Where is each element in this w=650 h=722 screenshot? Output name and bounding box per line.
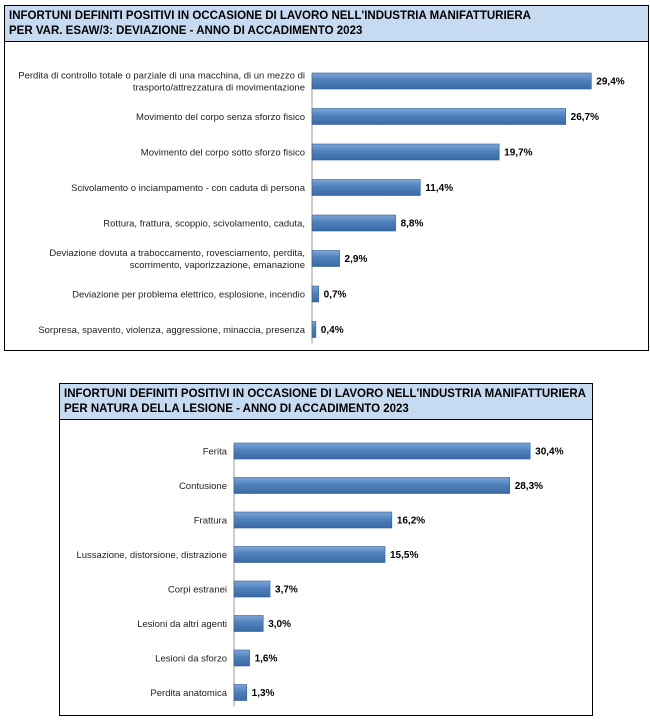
chart-header: INFORTUNI DEFINITI POSITIVI IN OCCASIONE… — [60, 384, 592, 420]
category-label: Lesioni da altri agenti — [137, 619, 227, 630]
bar — [233, 615, 264, 632]
data-label: 3,0% — [268, 619, 291, 630]
data-label: 19,7% — [504, 148, 532, 159]
data-label: 8,8% — [401, 219, 424, 230]
category-label: Ferita — [203, 447, 228, 458]
data-label: 28,3% — [515, 481, 543, 492]
category-label: Frattura — [194, 516, 228, 527]
data-label: 0,4% — [321, 325, 344, 336]
chart-panel-deviazione: INFORTUNI DEFINITI POSITIVI IN OCCASIONE… — [4, 5, 649, 351]
category-label: Sorpresa, spavento, violenza, aggression… — [38, 325, 305, 336]
data-label: 1,3% — [252, 688, 275, 699]
bar — [311, 143, 500, 161]
bar — [233, 511, 393, 529]
data-label: 15,5% — [390, 550, 418, 561]
data-label: 0,7% — [324, 290, 347, 301]
category-label: Movimento del corpo senza sforzo fisico — [136, 112, 305, 123]
bar — [233, 684, 247, 701]
bar — [311, 179, 421, 196]
category-label: Scivolamento o inciampamento - con cadut… — [71, 183, 306, 194]
bar — [233, 546, 386, 563]
category-label: Deviazione per problema elettrico, esplo… — [72, 290, 305, 301]
data-label: 2,9% — [345, 254, 368, 265]
data-label: 16,2% — [397, 516, 425, 527]
data-label: 11,4% — [425, 183, 453, 194]
category-label: Perdita anatomica — [150, 688, 227, 699]
bar — [233, 477, 510, 494]
category-label: trasporto/attrezzatura di movimentazione — [133, 83, 305, 94]
chart-subtitle: PER NATURA DELLA LESIONE - ANNO DI ACCAD… — [64, 403, 409, 415]
category-label: Lussazione, distorsione, distrazione — [76, 550, 227, 561]
chart-title: INFORTUNI DEFINITI POSITIVI IN OCCASIONE… — [9, 10, 531, 22]
bar — [311, 214, 396, 232]
category-label: Movimento del corpo sotto sforzo fisico — [141, 148, 305, 159]
data-label: 3,7% — [275, 585, 298, 596]
category-label: scorrimento, vaporizzazione, emanazione — [130, 260, 305, 271]
data-label: 26,7% — [571, 112, 599, 123]
bar-chart-deviazione: 29,4% Perdita di controllo totale o parzi… — [18, 71, 625, 344]
category-label: Contusione — [179, 481, 227, 492]
chart-title: INFORTUNI DEFINITI POSITIVI IN OCCASIONE… — [64, 388, 586, 400]
data-label: 30,4% — [535, 447, 563, 458]
category-label: Lesioni da sforzo — [155, 654, 227, 665]
bar — [233, 649, 250, 667]
data-label: 29,4% — [596, 77, 624, 88]
data-label: 1,6% — [255, 654, 278, 665]
bar — [311, 285, 319, 303]
chart-panel-natura-lesione: INFORTUNI DEFINITI POSITIVI IN OCCASIONE… — [59, 383, 593, 716]
category-label: Perdita di controllo totale o parziale d… — [18, 71, 305, 82]
bar — [233, 580, 271, 598]
bar — [311, 108, 566, 125]
bar — [311, 72, 592, 90]
category-label: Corpi estranei — [168, 585, 227, 596]
category-label: Rottura, frattura, scoppio, scivolamento… — [103, 219, 305, 230]
category-label: Deviazione dovuta a traboccamento, roves… — [49, 248, 305, 259]
bar — [311, 250, 340, 267]
bar — [233, 442, 531, 460]
bar-chart-natura-lesione: 30,4% Ferita 28,3% Contusione 16,2% Frattura 1… — [76, 442, 564, 707]
chart-subtitle: PER VAR. ESAW/3: DEVIAZIONE - ANNO DI AC… — [9, 25, 363, 37]
bar — [311, 321, 317, 338]
chart-header: INFORTUNI DEFINITI POSITIVI IN OCCASIONE… — [5, 6, 648, 42]
